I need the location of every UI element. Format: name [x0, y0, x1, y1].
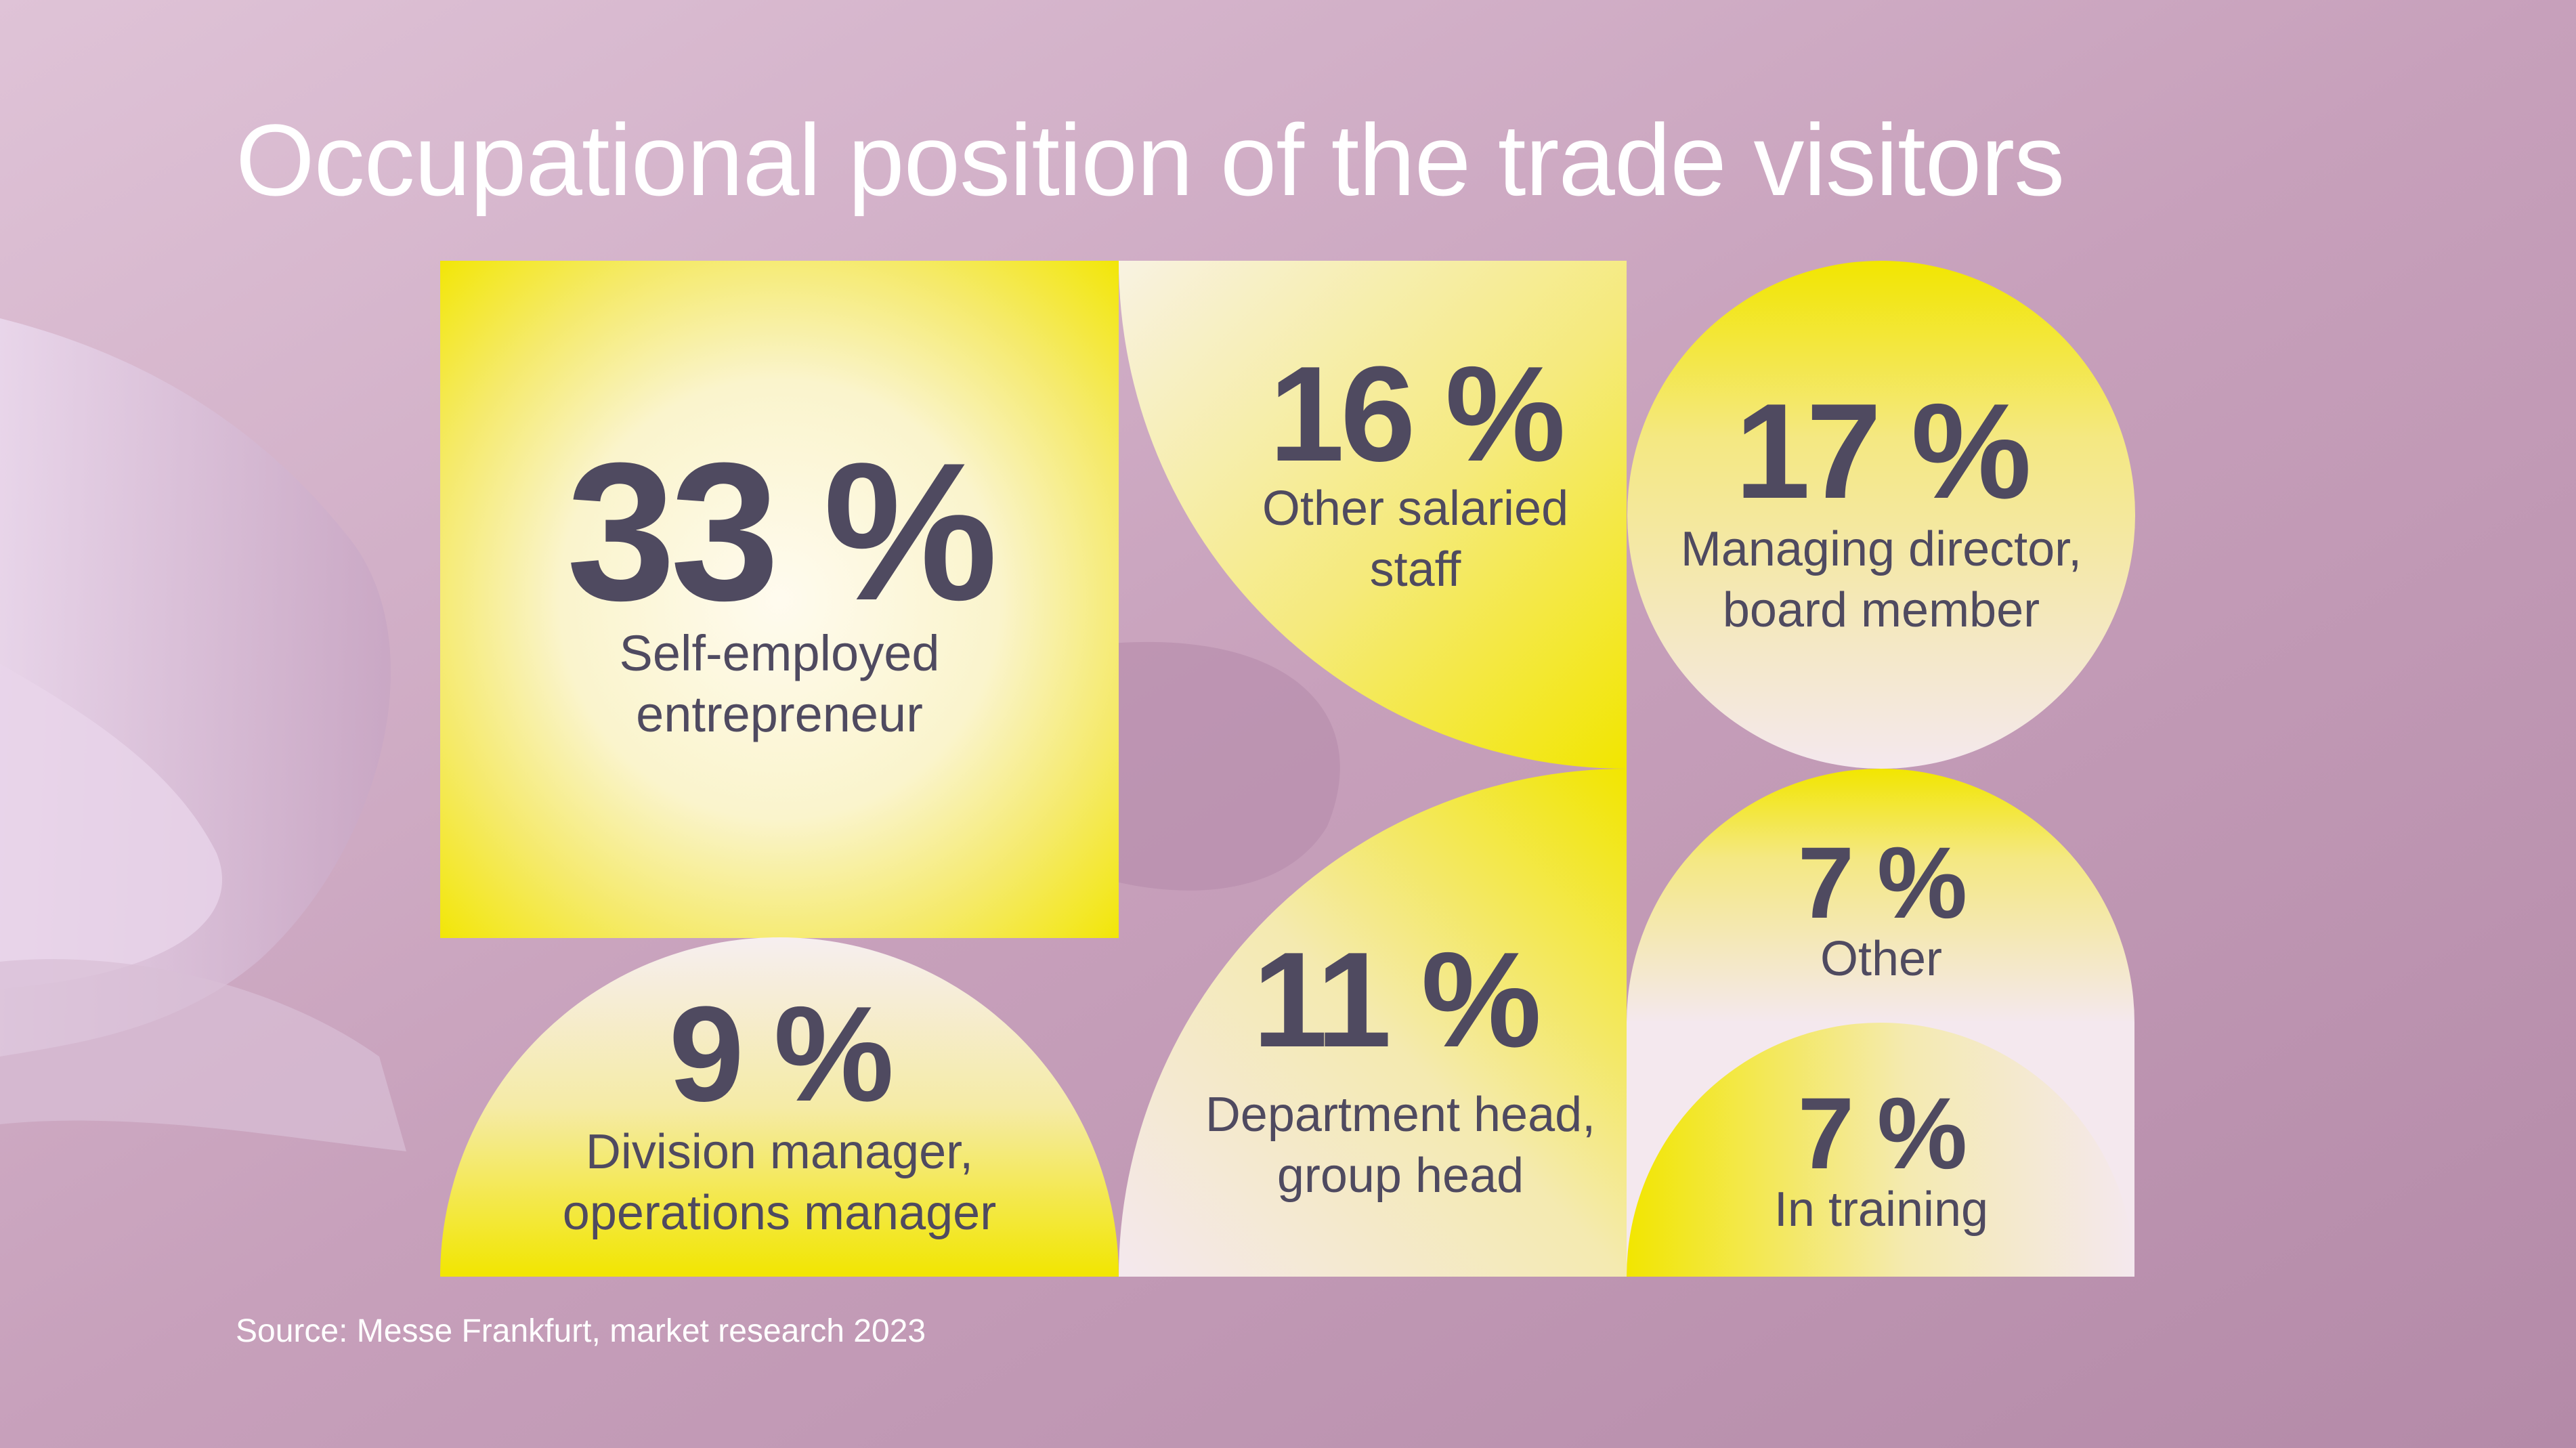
category-label-department-head-1: Department head, [1205, 1088, 1595, 1142]
category-label-managing-director-2: board member [1723, 583, 2040, 637]
category-label-managing-director-1: Managing director, [1681, 522, 2082, 576]
tile-self-employed: 33 % Self-employed entrepreneur [440, 261, 1119, 938]
category-label-division-manager-1: Division manager, [586, 1125, 973, 1179]
category-label-other-salaried-2: staff [1370, 542, 1462, 597]
category-label-department-head-2: group head [1277, 1149, 1524, 1203]
value-label-division-manager: 9 % [669, 979, 891, 1130]
tile-in-training: 7 % In training [1627, 1023, 2134, 1277]
tile-managing-director: 17 % Managing director, board member [1627, 261, 2135, 769]
value-label-other: 7 % [1798, 826, 1965, 939]
category-label-self-employed-2: entrepreneur [636, 686, 923, 742]
category-label-division-manager-2: operations manager [563, 1186, 996, 1240]
tile-other: 7 % Other [1627, 769, 2134, 1023]
category-label-in-training: In training [1774, 1183, 1988, 1237]
tile-other-salaried: 16 % Other salaried staff [1119, 261, 1627, 769]
source-note: Source: Messe Frankfurt, market research… [236, 1313, 926, 1349]
category-label-self-employed-1: Self-employed [619, 625, 939, 681]
value-label-in-training: 7 % [1798, 1076, 1965, 1190]
value-label-other-salaried: 16 % [1269, 339, 1562, 490]
chart-title: Occupational position of the trade visit… [236, 103, 2065, 217]
value-label-managing-director: 17 % [1735, 376, 2028, 527]
value-label-self-employed: 33 % [567, 422, 995, 641]
tile-division-manager: 9 % Division manager, operations manager [440, 937, 1119, 1277]
tile-department-head: 11 % Department head, group head [1119, 769, 1627, 1277]
category-label-other: Other [1820, 932, 1942, 986]
category-label-other-salaried-1: Other salaried [1262, 482, 1568, 536]
value-label-department-head: 11 % [1253, 924, 1539, 1076]
